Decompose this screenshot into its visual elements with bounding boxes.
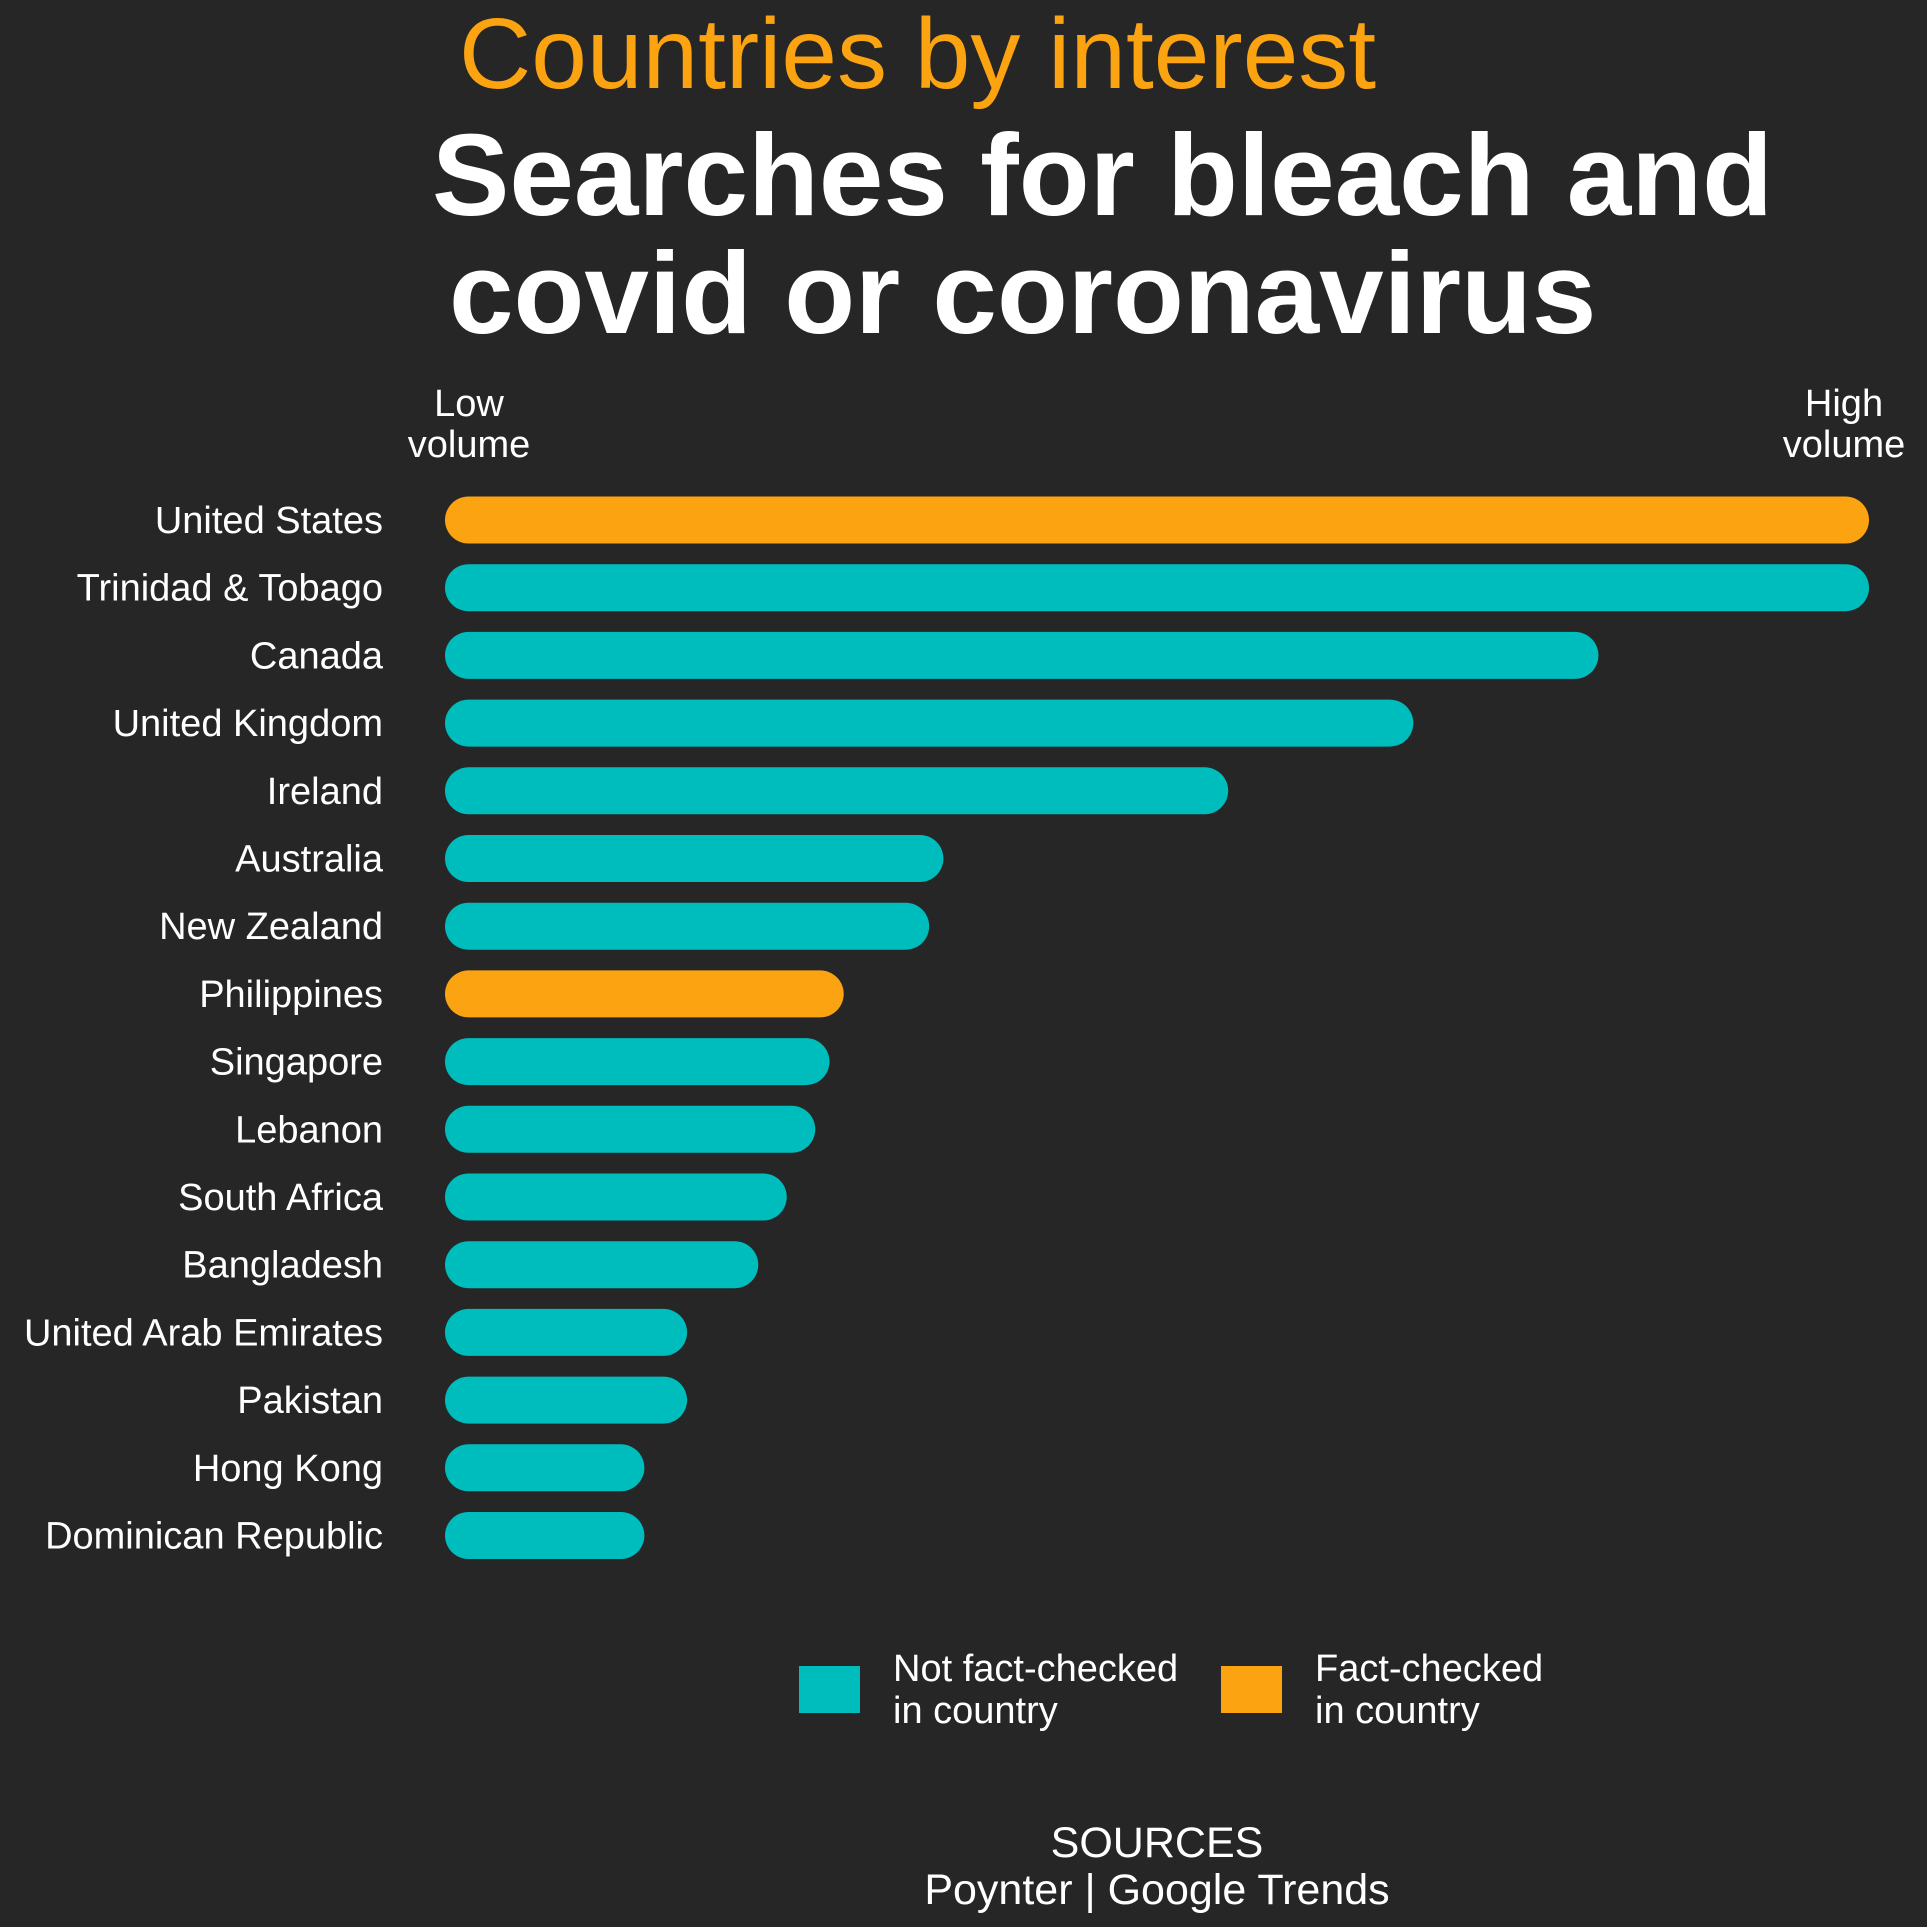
axis-high-label-line-2: volume	[1783, 424, 1906, 466]
bar-pakistan	[445, 1376, 688, 1424]
category-label: Pakistan	[237, 1380, 383, 1422]
legend-label-fact-checked-line-1: Fact-checked	[1315, 1648, 1543, 1690]
bar-australia	[445, 835, 944, 882]
legend-label-not-fact-checked-line-1: Not fact-checked	[893, 1648, 1178, 1690]
bar-south-africa	[445, 1173, 787, 1221]
bar-united-kingdom	[445, 699, 1414, 747]
category-labels-group: United States Trinidad & Tobago Canada Unit…	[24, 500, 384, 1558]
bar-philippines	[445, 970, 844, 1018]
bar-canada	[445, 631, 1599, 679]
chart-title-line-2: covid or coronavirus	[449, 228, 1596, 358]
category-label: South Africa	[178, 1177, 384, 1219]
bar-ireland	[445, 767, 1229, 815]
bar-singapore	[445, 1038, 830, 1086]
category-label: United Arab Emirates	[24, 1312, 383, 1354]
category-label: New Zealand	[159, 906, 383, 948]
category-label: United Kingdom	[113, 703, 383, 745]
legend-label-fact-checked-line-2: in country	[1315, 1690, 1480, 1732]
category-label: Lebanon	[235, 1109, 383, 1151]
category-label: Canada	[250, 635, 384, 677]
bar-new-zealand	[445, 902, 930, 950]
legend-label-not-fact-checked-line-2: in country	[893, 1690, 1058, 1732]
bar-bangladesh	[445, 1241, 759, 1289]
chart-title-line-1: Searches for bleach and	[432, 110, 1773, 240]
sources-heading: SOURCES	[1051, 1819, 1264, 1867]
bar-dominican-republic	[445, 1512, 645, 1559]
category-label: United States	[155, 500, 383, 542]
category-label: Dominican Republic	[45, 1516, 383, 1558]
category-label: Hong Kong	[193, 1448, 383, 1490]
bar-hong-kong	[445, 1444, 645, 1492]
axis-low-label-line-1: Low	[434, 383, 504, 425]
bar-united-arab-emirates	[445, 1308, 688, 1356]
bar-trinidad-tobago	[445, 564, 1869, 612]
sources-text: Poynter | Google Trends	[924, 1866, 1389, 1914]
chart-kicker: Countries by interest	[459, 0, 1376, 110]
axis-low-label-line-2: volume	[408, 424, 531, 466]
bars-group	[445, 496, 1869, 1559]
category-label: Singapore	[210, 1042, 383, 1084]
legend-swatch-fact-checked	[1221, 1666, 1282, 1713]
bar-lebanon	[445, 1105, 816, 1153]
category-label: Trinidad & Tobago	[77, 568, 383, 610]
bar-united-states	[445, 496, 1869, 544]
category-label: Bangladesh	[182, 1245, 383, 1287]
axis-high-label-line-1: High	[1805, 383, 1883, 425]
legend-swatch-not-fact-checked	[799, 1666, 860, 1713]
category-label: Ireland	[267, 771, 383, 813]
category-label: Australia	[235, 839, 384, 881]
legend: Not fact-checked in country Fact-checked…	[799, 1648, 1543, 1732]
category-label: Philippines	[199, 974, 383, 1016]
